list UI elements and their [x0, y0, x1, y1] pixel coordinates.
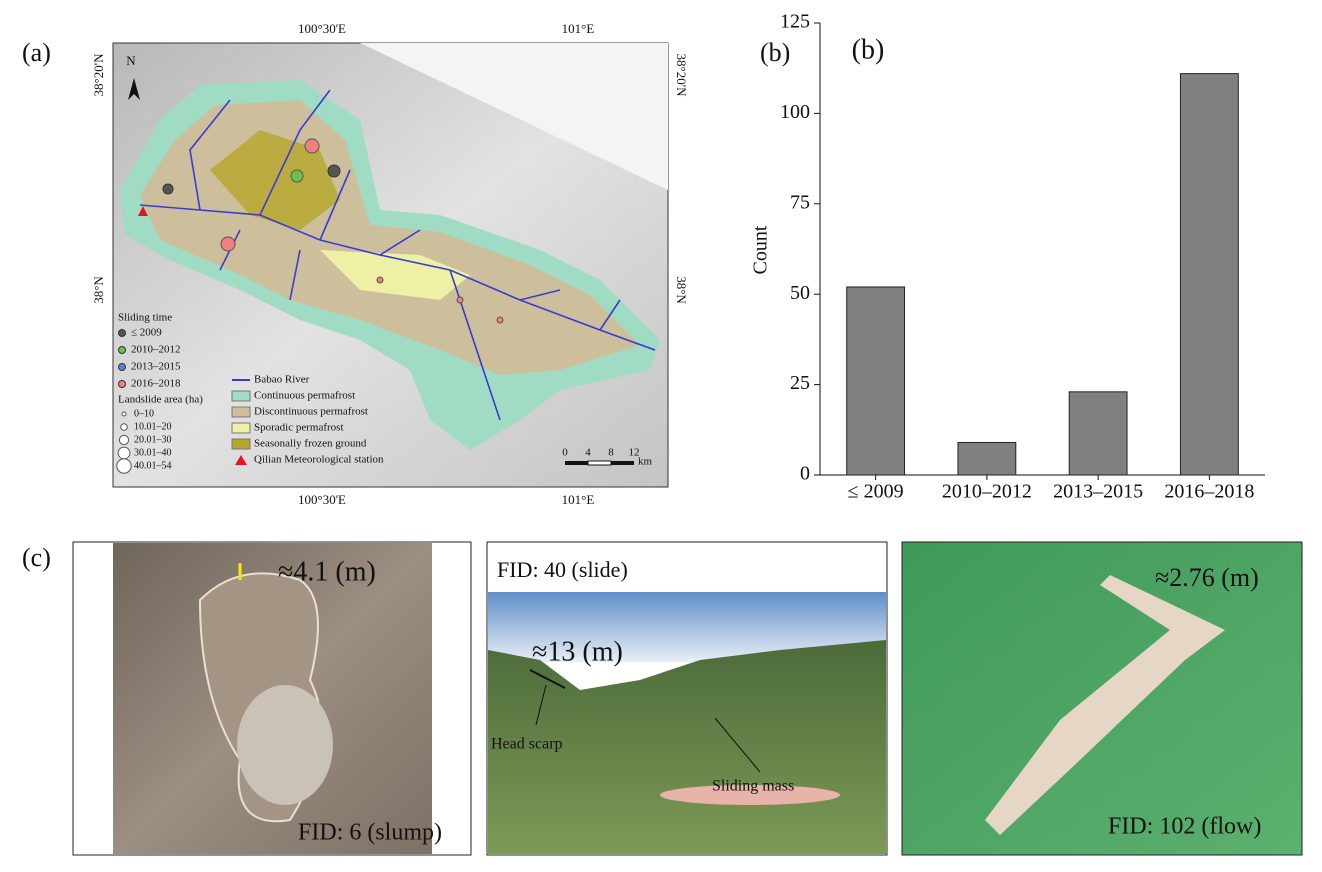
- legend-label: 40.01–54: [134, 460, 172, 471]
- legend-marker: [118, 329, 126, 337]
- y-tick-label: 25: [790, 372, 810, 394]
- measure-arrow: [529, 669, 566, 689]
- sporadic-permafrost: [320, 250, 470, 300]
- legend-marker: [120, 423, 128, 431]
- map-blank: [113, 43, 668, 190]
- landslide-point: [496, 316, 504, 324]
- river: [139, 89, 656, 421]
- legend-marker: [235, 455, 247, 465]
- legend-marker: [116, 458, 132, 474]
- y-tick-label: 125: [780, 11, 810, 33]
- legend-label: Seasonally frozen ground: [254, 438, 367, 450]
- legend-label: Sporadic permafrost: [254, 422, 344, 434]
- panel-label: (b): [852, 34, 885, 65]
- map-tick: 38°20'N: [91, 53, 106, 97]
- landslide-point: [304, 138, 320, 154]
- map-tick: 100°30'E: [298, 492, 346, 507]
- scale-tick: 0: [562, 447, 568, 459]
- map-tick: 38°N: [91, 276, 106, 304]
- legend-label: Continuous permafrost: [254, 390, 355, 402]
- legend-label: 30.01–40: [134, 447, 172, 458]
- y-axis-label: Count: [750, 225, 772, 274]
- y-tick-label: 50: [790, 282, 810, 304]
- north-arrow: [128, 78, 140, 100]
- legend-marker: [231, 438, 251, 450]
- legend-label: 0–10: [134, 408, 154, 419]
- map-tick: 101°E: [562, 21, 595, 36]
- bar: [846, 286, 906, 476]
- map-tick: 101°E: [562, 492, 595, 507]
- panel-label: (b): [760, 38, 790, 67]
- x-tick-label: ≤ 2009: [848, 481, 904, 503]
- map-tick: 100°30'E: [298, 21, 346, 36]
- scale-bar: [587, 460, 612, 466]
- legend-label: 2013–2015: [131, 361, 181, 373]
- legend-marker: [117, 446, 131, 460]
- x-tick-label: 2013–2015: [1053, 481, 1143, 503]
- slump-mass: [237, 685, 333, 805]
- legend-label: 2010–2012: [131, 344, 181, 356]
- north-label: N: [126, 53, 136, 68]
- landslide-point: [162, 183, 174, 195]
- legend-label: ≤ 2009: [131, 327, 162, 339]
- legend-title: Landslide area (ha): [118, 394, 203, 406]
- photo-label: Sliding mass: [712, 778, 794, 795]
- legend-marker: [231, 390, 251, 402]
- bar: [957, 441, 1017, 476]
- scale-tick: 4: [585, 447, 591, 459]
- bar: [1179, 73, 1239, 476]
- panel-label: (c): [22, 543, 51, 572]
- pointer: [714, 717, 761, 773]
- photo-measure: ≈13 (m): [532, 636, 623, 667]
- landslide-point: [290, 169, 304, 183]
- x-tick-label: 2010–2012: [942, 481, 1032, 503]
- map: [112, 42, 669, 488]
- legend-marker: [118, 363, 126, 371]
- legend-title: Sliding time: [118, 312, 172, 324]
- photo-caption: FID: 102 (flow): [1108, 814, 1261, 840]
- y-tick-label: 100: [780, 101, 810, 123]
- seasonally-frozen: [210, 130, 340, 230]
- panel-label: (a): [22, 38, 51, 67]
- flow-track: [985, 575, 1225, 835]
- photo-measure: ≈4.1 (m): [278, 556, 376, 587]
- legend-label: 20.01–30: [134, 434, 172, 445]
- legend-marker: [231, 406, 251, 418]
- scale-unit: km: [638, 456, 653, 468]
- photo-caption: FID: 6 (slump): [298, 820, 442, 846]
- legend-label: Discontinuous permafrost: [254, 406, 368, 418]
- photo-measure: ≈2.76 (m): [1155, 563, 1259, 592]
- sliding-mass: [660, 785, 840, 805]
- landslide-point: [220, 236, 236, 252]
- legend-marker: [118, 346, 126, 354]
- station-marker: [138, 206, 148, 216]
- landslide-point: [327, 164, 341, 178]
- pointer: [535, 684, 547, 726]
- legend-label: Qilian Meteorological station: [254, 454, 384, 466]
- legend-label: 10.01–20: [134, 421, 172, 432]
- legend-marker: [118, 380, 126, 388]
- photo-title: FID: 40 (slide): [497, 557, 628, 582]
- legend-marker: [231, 422, 251, 434]
- legend-label: 2016–2018: [131, 378, 181, 390]
- map-tick: 38°20'N: [674, 54, 689, 98]
- y-tick-label: 75: [790, 191, 810, 213]
- scale-tick: 12: [629, 447, 640, 459]
- y-tick-label: 0: [800, 463, 810, 485]
- photo-label: Head scarp: [491, 736, 563, 753]
- legend-marker: [118, 434, 130, 446]
- bar: [1068, 391, 1128, 476]
- x-tick-label: 2016–2018: [1164, 481, 1254, 503]
- legend-label: Babao River: [254, 374, 310, 386]
- map-tick: 38°N: [674, 276, 689, 304]
- scale-tick: 8: [608, 447, 614, 459]
- legend-marker: [121, 411, 127, 417]
- landslide-point: [456, 296, 464, 304]
- landslide-point: [376, 276, 384, 284]
